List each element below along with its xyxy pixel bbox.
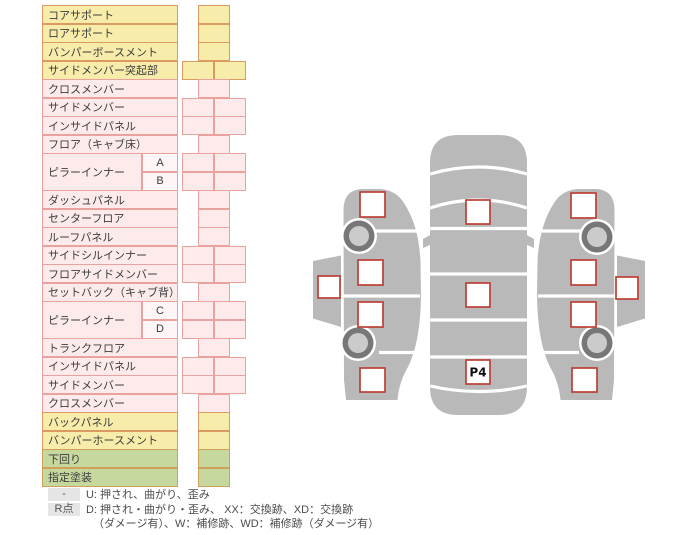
damage-cell[interactable] <box>182 97 214 117</box>
damage-cell[interactable] <box>198 23 230 43</box>
right-view-bottom-checkbox[interactable] <box>571 367 598 393</box>
top-view-roof-checkbox[interactable] <box>465 282 491 308</box>
row-label: ルーフパネル <box>42 227 178 246</box>
row-label: インサイドパネル <box>42 116 178 135</box>
row-label: インサイドパネル <box>42 356 178 376</box>
row-label: フロアサイドメンバー <box>42 264 178 283</box>
right-view-mid-lower-checkbox[interactable] <box>570 301 597 328</box>
top-view-trunk-label: P4 <box>469 366 486 380</box>
damage-cell[interactable] <box>182 171 214 191</box>
damage-cell[interactable] <box>182 116 214 135</box>
row-label: センターフロア <box>42 208 178 228</box>
damage-cell[interactable] <box>198 467 230 487</box>
row-label: 指定塗装 <box>42 467 178 487</box>
row-label: クロスメンバー <box>42 79 178 98</box>
legend-row-rpoint-cont: （ダメージ有）、W：補修跡、WD：補修跡（ダメージ有） <box>48 517 379 532</box>
row-label: ピラーインナー <box>42 153 142 191</box>
damage-cell[interactable] <box>214 301 246 320</box>
row-label: サイドシルインナー <box>42 245 178 265</box>
row-label: バックパネル <box>42 412 178 431</box>
damage-cell[interactable] <box>214 153 246 172</box>
damage-cell[interactable] <box>198 227 230 246</box>
row-sublabel: A <box>142 153 178 172</box>
damage-cell[interactable] <box>198 42 230 61</box>
damage-cell[interactable] <box>214 116 246 135</box>
damage-cell[interactable] <box>182 264 214 283</box>
damage-cell[interactable] <box>182 153 214 172</box>
row-sublabel: D <box>142 319 178 339</box>
row-label: クロスメンバー <box>42 393 178 413</box>
damage-cell[interactable] <box>198 430 230 450</box>
left-view-top-checkbox[interactable] <box>359 191 386 218</box>
legend-text-d-cont: （ダメージ有）、W：補修跡、WD：補修跡（ダメージ有） <box>93 518 380 530</box>
row-label: バンパーホースメント <box>42 430 178 450</box>
row-label: ピラーインナー <box>42 301 142 339</box>
legend: - U: 押され、曲がり、歪み R点 D: 押され・曲がり・歪み、 XX：交換跡… <box>48 488 379 532</box>
legend-text-u: U: 押され、曲がり、歪み <box>86 489 210 501</box>
damage-cell[interactable] <box>214 171 246 191</box>
wheel-left-rear-icon <box>340 325 376 361</box>
damage-cell[interactable] <box>182 245 214 265</box>
damage-cell[interactable] <box>198 338 230 357</box>
right-view-mid-upper-checkbox[interactable] <box>570 259 597 286</box>
damage-cell[interactable] <box>214 97 246 117</box>
damage-cell[interactable] <box>198 282 230 302</box>
row-label: 下回り <box>42 449 178 468</box>
right-view-top-checkbox[interactable] <box>570 192 597 219</box>
damage-cell[interactable] <box>198 449 230 468</box>
damage-cell[interactable] <box>182 375 214 394</box>
damage-cell[interactable] <box>214 245 246 265</box>
damage-cell[interactable] <box>214 319 246 339</box>
legend-badge-rpoint: R点 <box>48 502 80 516</box>
damage-cell[interactable] <box>182 356 214 376</box>
wheel-right-front-icon <box>579 219 615 255</box>
wheel-left-front-icon <box>341 218 377 254</box>
row-label: ダッシュパネル <box>42 190 178 209</box>
legend-row-rpoint: R点 D: 押され・曲がり・歪み、 XX：交換跡、XD：交換跡 <box>48 502 379 518</box>
row-label: サイドメンバー <box>42 97 178 117</box>
row-label: サイドメンバー突起部 <box>42 60 178 80</box>
row-label: トランクフロア <box>42 338 178 357</box>
top-view-hood-checkbox[interactable] <box>465 199 491 225</box>
top-view-trunk-checkbox[interactable] <box>465 359 491 385</box>
left-view-mid-upper-checkbox[interactable] <box>357 259 384 286</box>
left-view-bottom-checkbox[interactable] <box>359 367 386 393</box>
damage-cell[interactable] <box>198 393 230 413</box>
row-label: セットバック（キャブ背） <box>42 282 178 302</box>
left-panel-checkbox[interactable] <box>317 275 341 299</box>
legend-text-d: D: 押され・曲がり・歪み、 XX：交換跡、XD：交換跡 <box>86 503 354 516</box>
damage-cell[interactable] <box>182 319 214 339</box>
damage-cell[interactable] <box>214 375 246 394</box>
row-label: コアサポート <box>42 5 178 24</box>
legend-row-u: - U: 押され、曲がり、歪み <box>48 488 379 503</box>
damage-cell[interactable] <box>198 79 230 98</box>
row-sublabel: B <box>142 171 178 191</box>
left-view-mid-lower-checkbox[interactable] <box>357 301 384 328</box>
right-mirror-icon <box>525 234 534 248</box>
right-panel-checkbox[interactable] <box>615 276 639 300</box>
damage-cell[interactable] <box>214 60 246 80</box>
damage-cell[interactable] <box>182 60 214 80</box>
row-sublabel: C <box>142 301 178 320</box>
damage-cell[interactable] <box>198 412 230 431</box>
damage-cell[interactable] <box>182 301 214 320</box>
left-mirror-icon <box>423 234 432 248</box>
damage-cell[interactable] <box>198 134 230 154</box>
row-label: サイドメンバー <box>42 375 178 394</box>
row-label: ロアサポート <box>42 23 178 43</box>
wheel-right-rear-icon <box>579 325 615 361</box>
row-label: バンパーボースメント <box>42 42 178 61</box>
damage-cell[interactable] <box>198 208 230 228</box>
damage-cell[interactable] <box>214 264 246 283</box>
damage-cell[interactable] <box>214 356 246 376</box>
damage-cell[interactable] <box>198 5 230 24</box>
legend-badge-dash: - <box>48 488 80 501</box>
row-label: フロア（キャブ床） <box>42 134 178 154</box>
damage-parts-table: コアサポート ロアサポート バンパーボースメント サイドメンバー突起部 クロスメンバーサ… <box>42 5 246 487</box>
damage-cell[interactable] <box>198 190 230 209</box>
